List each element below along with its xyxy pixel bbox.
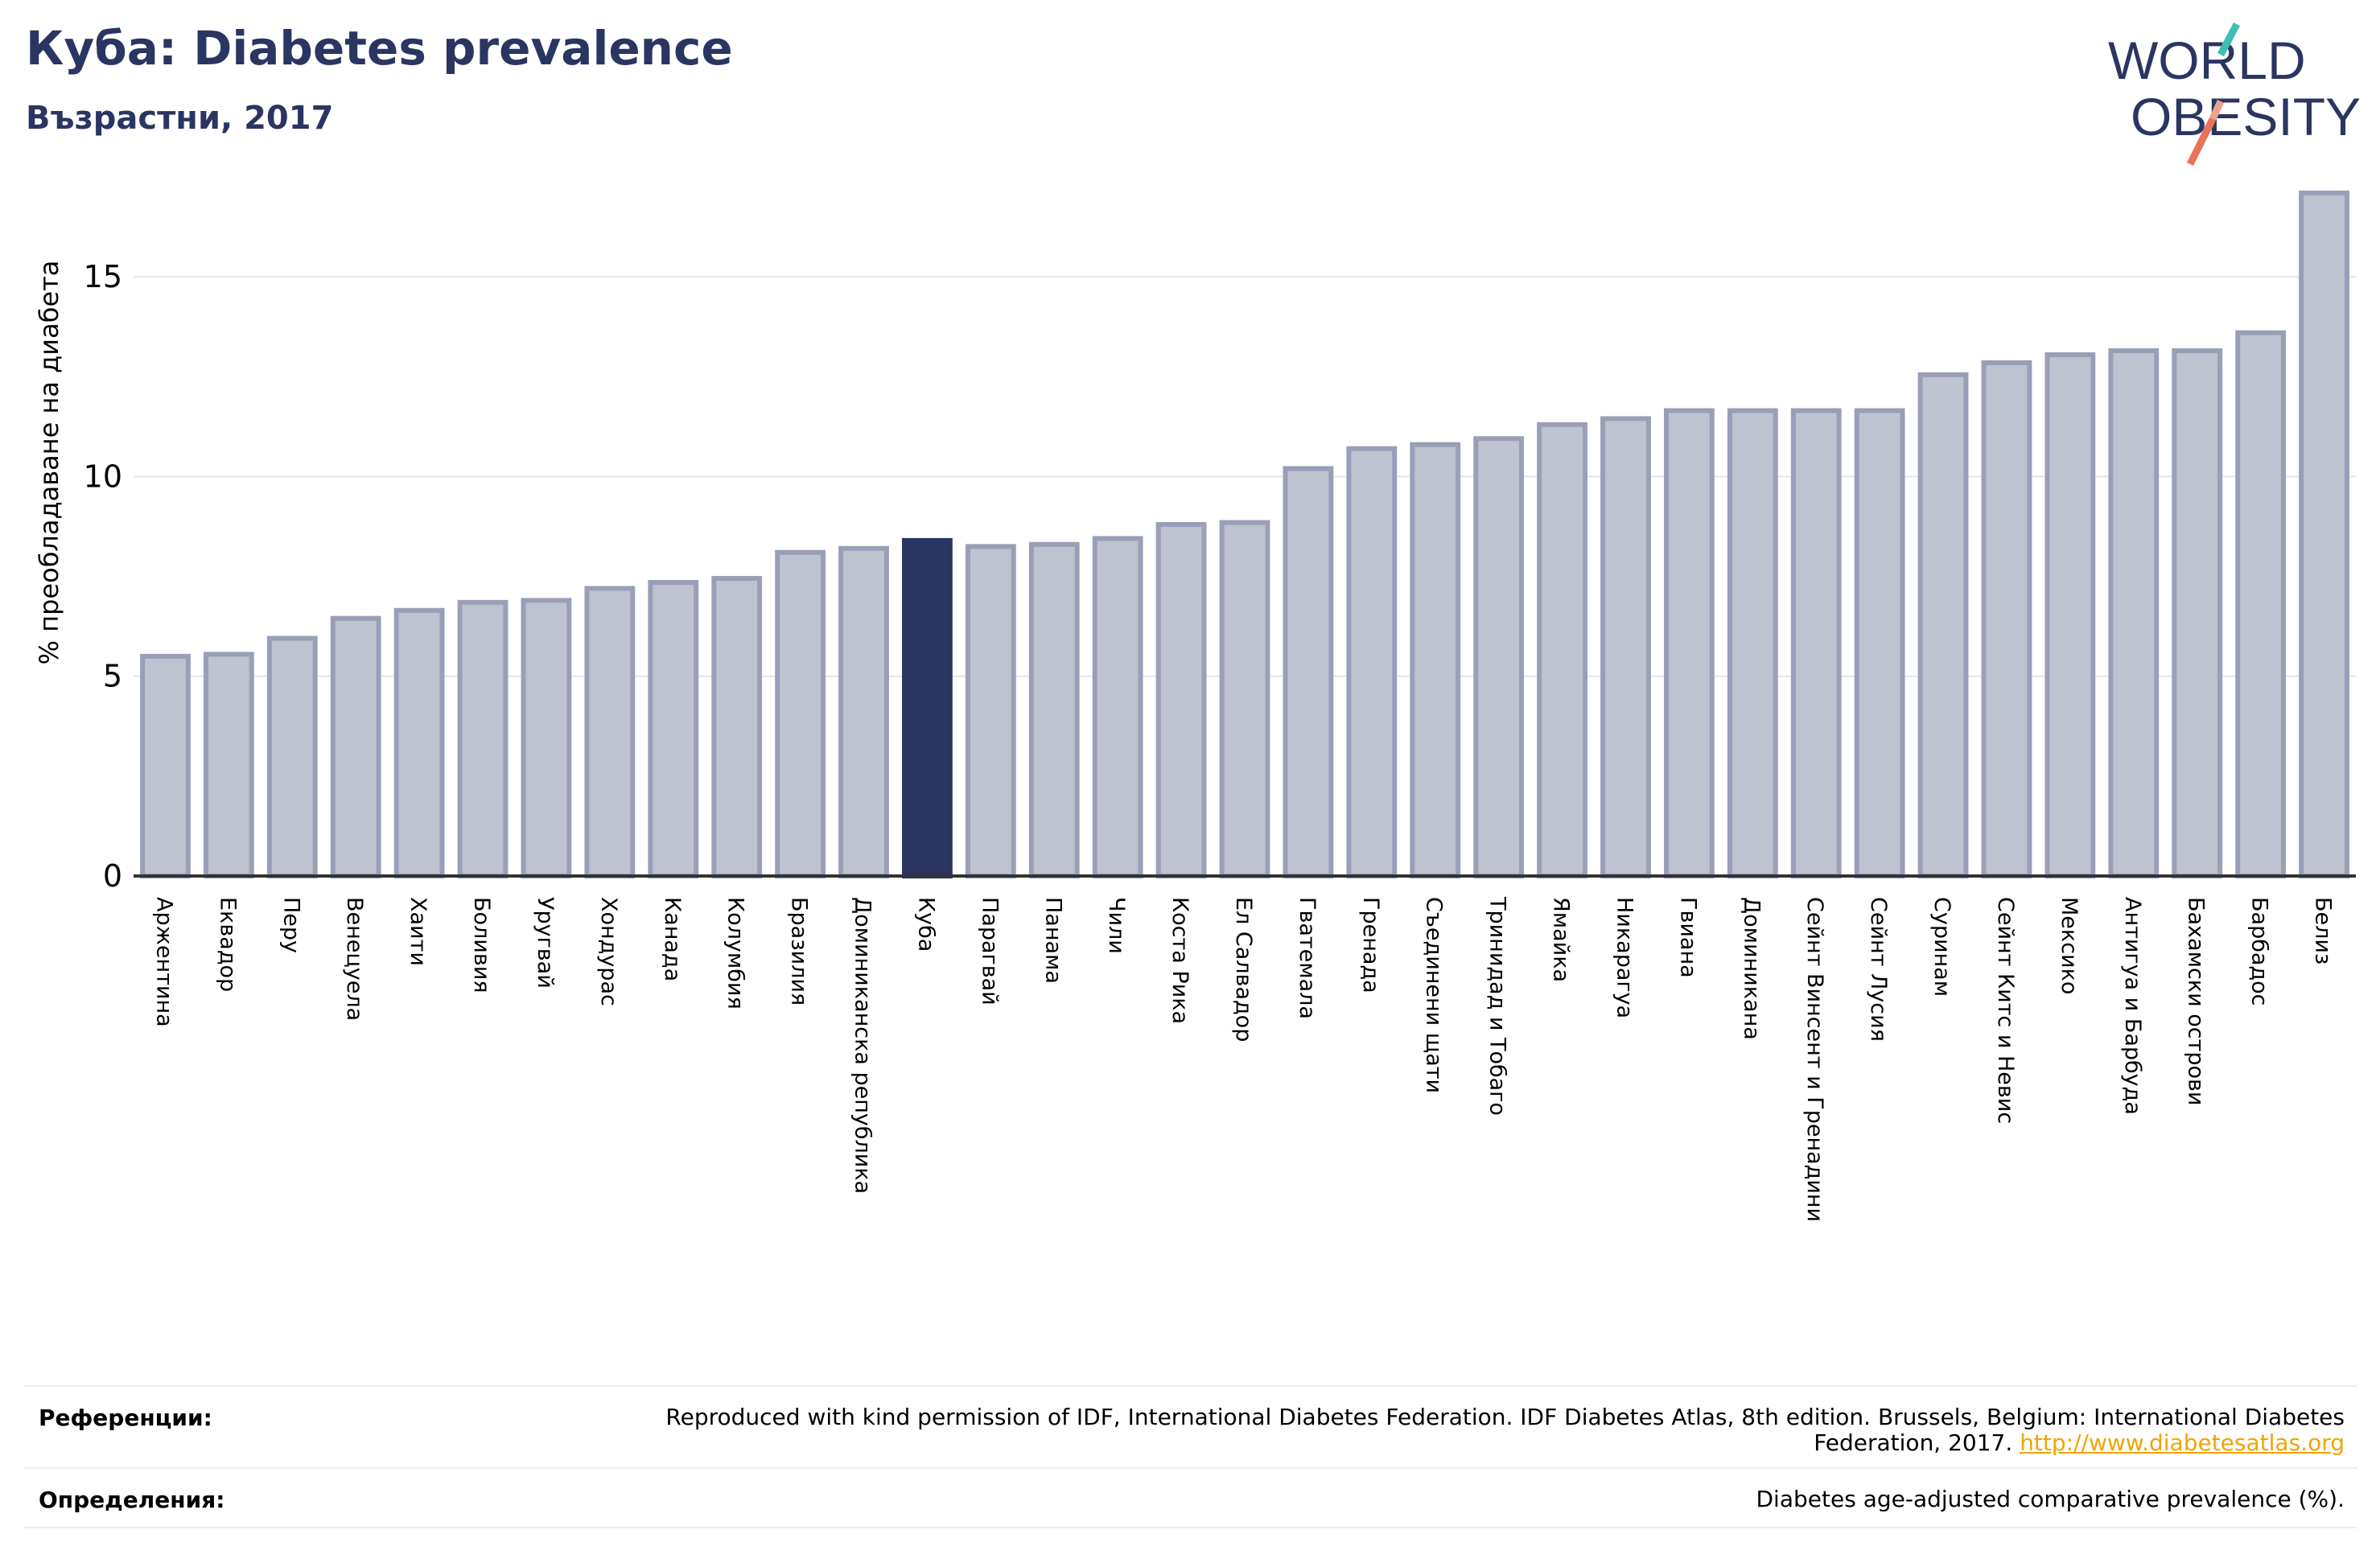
x-tick-label: Никарагуа bbox=[1612, 897, 1637, 1018]
bar bbox=[1537, 422, 1587, 878]
x-tick-label: Боливия bbox=[469, 897, 494, 993]
references-link[interactable]: http://www.diabetesatlas.org bbox=[2020, 1429, 2345, 1456]
bar bbox=[521, 598, 572, 878]
x-tick-label: Тринидад и Тобаго bbox=[1485, 896, 1510, 1116]
x-tick-label: Мексико bbox=[2057, 897, 2081, 994]
x-tick-label: Аржентина bbox=[151, 897, 176, 1027]
bar bbox=[393, 607, 445, 879]
references-text: Reproduced with kind permission of IDF, … bbox=[615, 1405, 2345, 1456]
x-tick-label: Еквадор bbox=[215, 897, 240, 992]
x-tick-label: Ел Салвадор bbox=[1231, 897, 1256, 1042]
bar bbox=[1155, 522, 1207, 878]
x-tick-label: Панама bbox=[1040, 897, 1065, 984]
bar bbox=[2172, 348, 2223, 879]
x-tick-label: Парагвай bbox=[977, 897, 1002, 1006]
references-body: Reproduced with kind permission of IDF, … bbox=[665, 1404, 2345, 1456]
y-axis-label: % преобладаване на диабета bbox=[34, 261, 64, 665]
bar bbox=[1219, 520, 1270, 879]
x-tick-label: Хаити bbox=[406, 897, 430, 966]
x-tick-label: Венецуела bbox=[342, 897, 367, 1021]
bar bbox=[838, 545, 889, 878]
bar bbox=[1917, 372, 1969, 878]
bar-chart: 0 5 10 15 Аржентина Еквадор Перу Венецуела Хаит… bbox=[34, 190, 2356, 1222]
bar bbox=[1283, 466, 1334, 878]
page-title: Куба: Diabetes prevalence bbox=[26, 21, 733, 76]
bar bbox=[711, 576, 763, 878]
y-tick-label: 10 bbox=[84, 459, 122, 494]
x-tick-label: Суринам bbox=[1929, 897, 1954, 997]
definitions-row: Определения: Diabetes age-adjusted compa… bbox=[24, 1467, 2357, 1528]
y-tick-label: 0 bbox=[103, 858, 122, 894]
bar bbox=[266, 635, 318, 878]
x-tick-label: Доминикана bbox=[1739, 897, 1764, 1040]
bar-highlighted bbox=[902, 537, 953, 878]
bar bbox=[775, 549, 826, 879]
references-label: Референции: bbox=[39, 1405, 212, 1431]
logo-slash-mid bbox=[2209, 100, 2225, 121]
bar bbox=[965, 544, 1016, 878]
bar bbox=[2299, 190, 2349, 878]
x-tick-labels: Аржентина Еквадор Перу Венецуела Хаити Боливи… bbox=[151, 896, 2335, 1222]
x-tick-label: Колумбия bbox=[723, 897, 748, 1010]
bar bbox=[1092, 536, 1143, 878]
x-tick-label: Чили bbox=[1104, 897, 1129, 954]
bar bbox=[2108, 348, 2160, 879]
bar bbox=[140, 653, 191, 879]
bar bbox=[1663, 408, 1715, 879]
y-ticks: 0 5 10 15 bbox=[84, 259, 122, 894]
x-tick-label: Бразилия bbox=[787, 897, 812, 1006]
bar bbox=[584, 586, 636, 878]
x-tick-label: Гвиана bbox=[1675, 897, 1700, 978]
x-tick-label: Сейнт Китс и Невис bbox=[1993, 897, 2018, 1124]
definitions-text: Diabetes age-adjusted comparative preval… bbox=[1756, 1486, 2345, 1512]
x-tick-label: Куба bbox=[913, 897, 938, 952]
x-tick-label: Съединени щати bbox=[1422, 897, 1447, 1093]
y-tick-label: 5 bbox=[103, 659, 122, 694]
x-tick-label: Антигуа и Барбуда bbox=[2120, 897, 2145, 1115]
bar bbox=[330, 615, 381, 878]
bar bbox=[1028, 541, 1080, 878]
bar bbox=[2235, 330, 2287, 879]
x-tick-label: Коста Рика bbox=[1167, 897, 1192, 1024]
bar bbox=[1410, 442, 1461, 878]
bar bbox=[1981, 360, 2032, 878]
bar bbox=[1790, 408, 1842, 879]
x-tick-label: Белиз bbox=[2311, 897, 2336, 964]
logo-line2: OBESITY bbox=[2131, 87, 2361, 146]
bars-layer bbox=[140, 190, 2349, 879]
definitions-label: Определения: bbox=[39, 1487, 225, 1513]
bar bbox=[1854, 408, 1905, 879]
x-tick-label: Гренада bbox=[1358, 897, 1383, 993]
x-tick-label: Доминиканска република bbox=[850, 897, 875, 1194]
y-tick-label: 15 bbox=[84, 259, 122, 294]
world-obesity-logo: WORLD OBESITY bbox=[2108, 23, 2361, 167]
bar bbox=[1346, 446, 1398, 878]
bar bbox=[1600, 416, 1651, 878]
bar bbox=[203, 652, 254, 878]
page-subtitle: Възрастни, 2017 bbox=[26, 100, 334, 137]
x-tick-label: Уругвай bbox=[533, 897, 558, 989]
x-tick-label: Барбадос bbox=[2247, 897, 2272, 1006]
bar bbox=[2044, 352, 2096, 878]
logo-slash-teal bbox=[2217, 23, 2240, 57]
references-row: Референции: Reproduced with kind permiss… bbox=[24, 1385, 2357, 1467]
bar bbox=[648, 580, 699, 879]
x-tick-label: Перу bbox=[278, 897, 303, 953]
x-tick-label: Сейнт Винсент и Гренадини bbox=[1802, 897, 1827, 1222]
x-tick-label: Канада bbox=[660, 897, 685, 981]
bar bbox=[457, 599, 509, 878]
x-tick-label: Сейнт Лусия bbox=[1866, 897, 1891, 1042]
x-tick-label: Хондурас bbox=[596, 897, 621, 1006]
bar bbox=[1473, 436, 1525, 878]
bar bbox=[1727, 408, 1778, 879]
x-tick-label: Ямайка bbox=[1549, 897, 1574, 982]
logo-slash-orange bbox=[2186, 117, 2217, 167]
x-tick-label: Бахамски острови bbox=[2184, 897, 2209, 1105]
x-tick-label: Гватемала bbox=[1295, 897, 1320, 1019]
logo-line1: WORLD bbox=[2108, 31, 2306, 90]
